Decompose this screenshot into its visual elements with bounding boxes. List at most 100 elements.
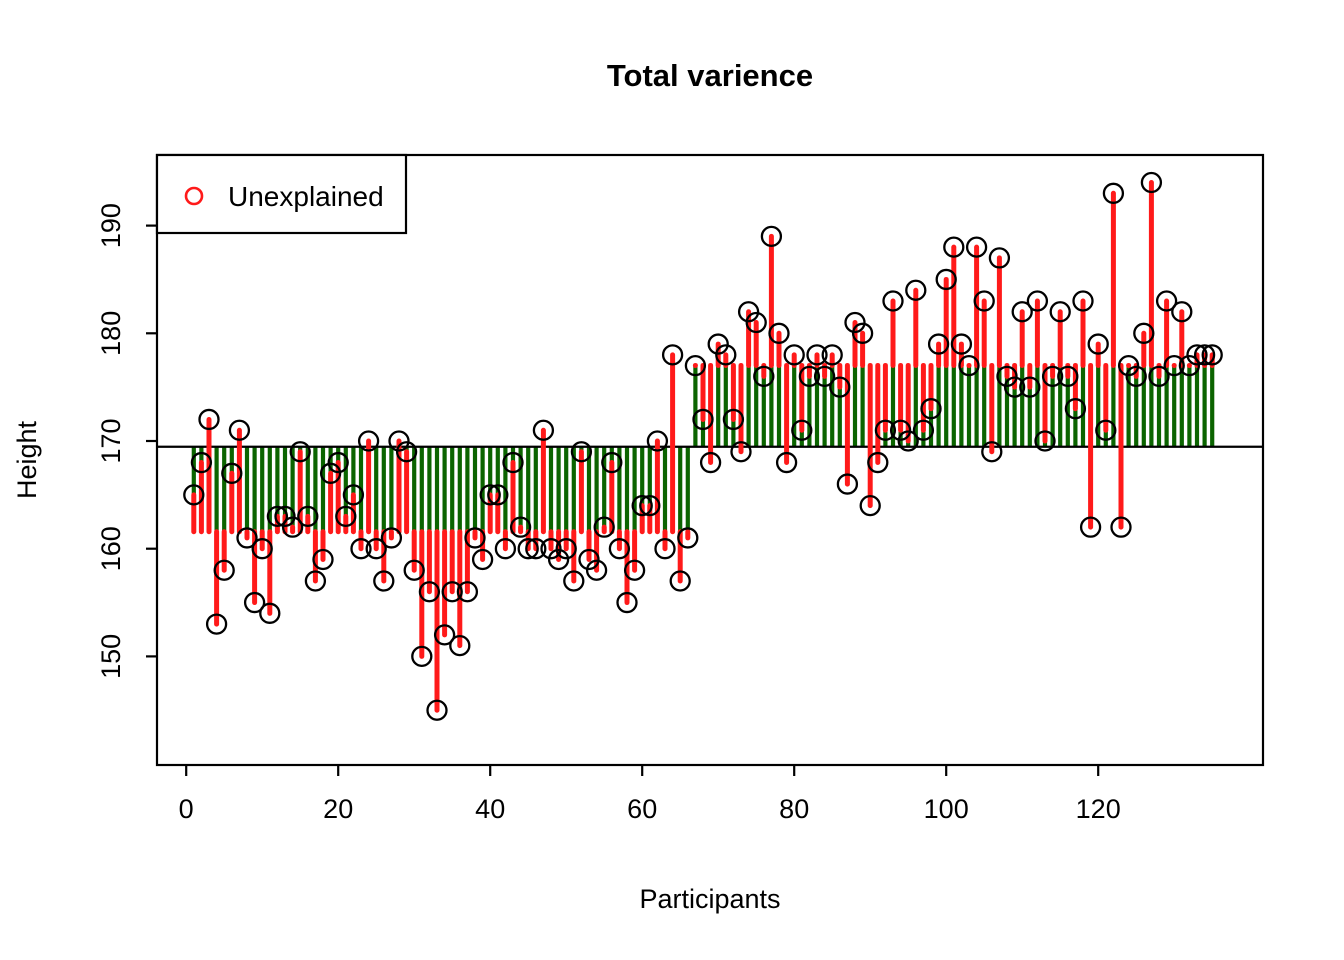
data-point (836, 473, 859, 495)
data-point (1110, 516, 1132, 538)
data-point (426, 699, 448, 721)
data-point (1079, 516, 1102, 538)
data-point (221, 462, 243, 484)
data-point (1026, 290, 1049, 312)
data-point (844, 311, 866, 334)
legend-unexplained-marker-icon (184, 186, 204, 206)
data-point (304, 570, 327, 592)
data-point (570, 441, 593, 463)
plot-border (155, 153, 1265, 767)
data-point (418, 581, 441, 603)
data-point (266, 505, 289, 528)
data-point (578, 548, 600, 571)
data-point (464, 527, 486, 549)
x-tick-label: 100 (924, 794, 969, 824)
data-point (228, 419, 251, 441)
y-tick-label: 190 (96, 203, 126, 248)
data-point (494, 538, 517, 560)
data-point (1117, 354, 1140, 377)
data-point (715, 344, 737, 366)
data-point (783, 344, 805, 366)
x-tick-label: 80 (779, 794, 809, 824)
data-point (1193, 344, 1216, 366)
data-point (768, 322, 790, 344)
data-point (692, 408, 714, 431)
data-point (517, 538, 539, 560)
chart-title: Total varience (607, 58, 813, 93)
data-point (1178, 354, 1201, 377)
data-point (684, 354, 707, 377)
data-point (882, 290, 904, 312)
data-point (737, 301, 760, 323)
data-point (889, 419, 912, 441)
data-point (912, 419, 935, 441)
data-point (373, 570, 395, 592)
data-point (433, 624, 456, 646)
data-point (471, 548, 494, 571)
data-point (274, 505, 296, 528)
data-point (585, 559, 608, 581)
data-point (1155, 290, 1178, 312)
data-point (1133, 322, 1155, 344)
data-point (319, 462, 342, 484)
data-point (943, 236, 965, 258)
data-point (699, 451, 722, 474)
data-point (1034, 430, 1056, 452)
data-point (806, 344, 828, 366)
data-point (996, 365, 1018, 388)
legend: Unexplained (155, 153, 408, 235)
data-point (350, 538, 372, 560)
x-axis-title: Participants (639, 884, 780, 914)
data-point (1125, 365, 1147, 388)
data-point (829, 376, 851, 398)
data-point (1041, 365, 1064, 388)
y-tick-label: 150 (96, 634, 126, 679)
plot-marks: 0 20 40 60 80 100 120 150 160 170 180 190 (96, 171, 1263, 824)
legend-unexplained-label: Unexplained (228, 181, 384, 212)
data-point (1102, 182, 1125, 204)
data-point (669, 570, 691, 592)
data-point (1148, 365, 1170, 388)
data-point (958, 354, 980, 377)
data-point (388, 430, 410, 452)
y-tick-label: 180 (96, 311, 126, 356)
data-point (357, 430, 380, 452)
y-tick-label: 170 (96, 418, 126, 463)
data-point (935, 268, 957, 291)
data-point (525, 538, 547, 560)
data-point (981, 441, 1003, 463)
data-point (335, 505, 357, 528)
data-point (365, 538, 387, 560)
data-point (821, 344, 843, 366)
data-point (1057, 365, 1079, 388)
data-point (1064, 398, 1087, 420)
data-point (745, 311, 767, 334)
data-point (1140, 171, 1163, 194)
data-point (920, 398, 942, 420)
data-point (449, 634, 471, 657)
data-point (973, 290, 995, 312)
data-point (183, 484, 205, 506)
data-point (601, 451, 623, 474)
data-point (813, 365, 836, 388)
x-tick-label: 120 (1076, 794, 1121, 824)
data-point (213, 559, 235, 581)
data-point (395, 441, 418, 463)
data-point (654, 538, 676, 560)
x-tick-label: 0 (179, 794, 194, 824)
data-point (859, 494, 881, 517)
data-point (380, 527, 403, 549)
data-point (965, 236, 988, 258)
data-point (479, 484, 501, 506)
data-point (1072, 290, 1094, 312)
x-tick-label: 40 (475, 794, 505, 824)
data-point (1087, 333, 1109, 355)
data-point (905, 279, 927, 301)
data-point (547, 548, 570, 571)
data-point (403, 559, 425, 581)
data-point (281, 516, 304, 538)
data-point (1186, 344, 1208, 366)
data-point (502, 451, 524, 474)
